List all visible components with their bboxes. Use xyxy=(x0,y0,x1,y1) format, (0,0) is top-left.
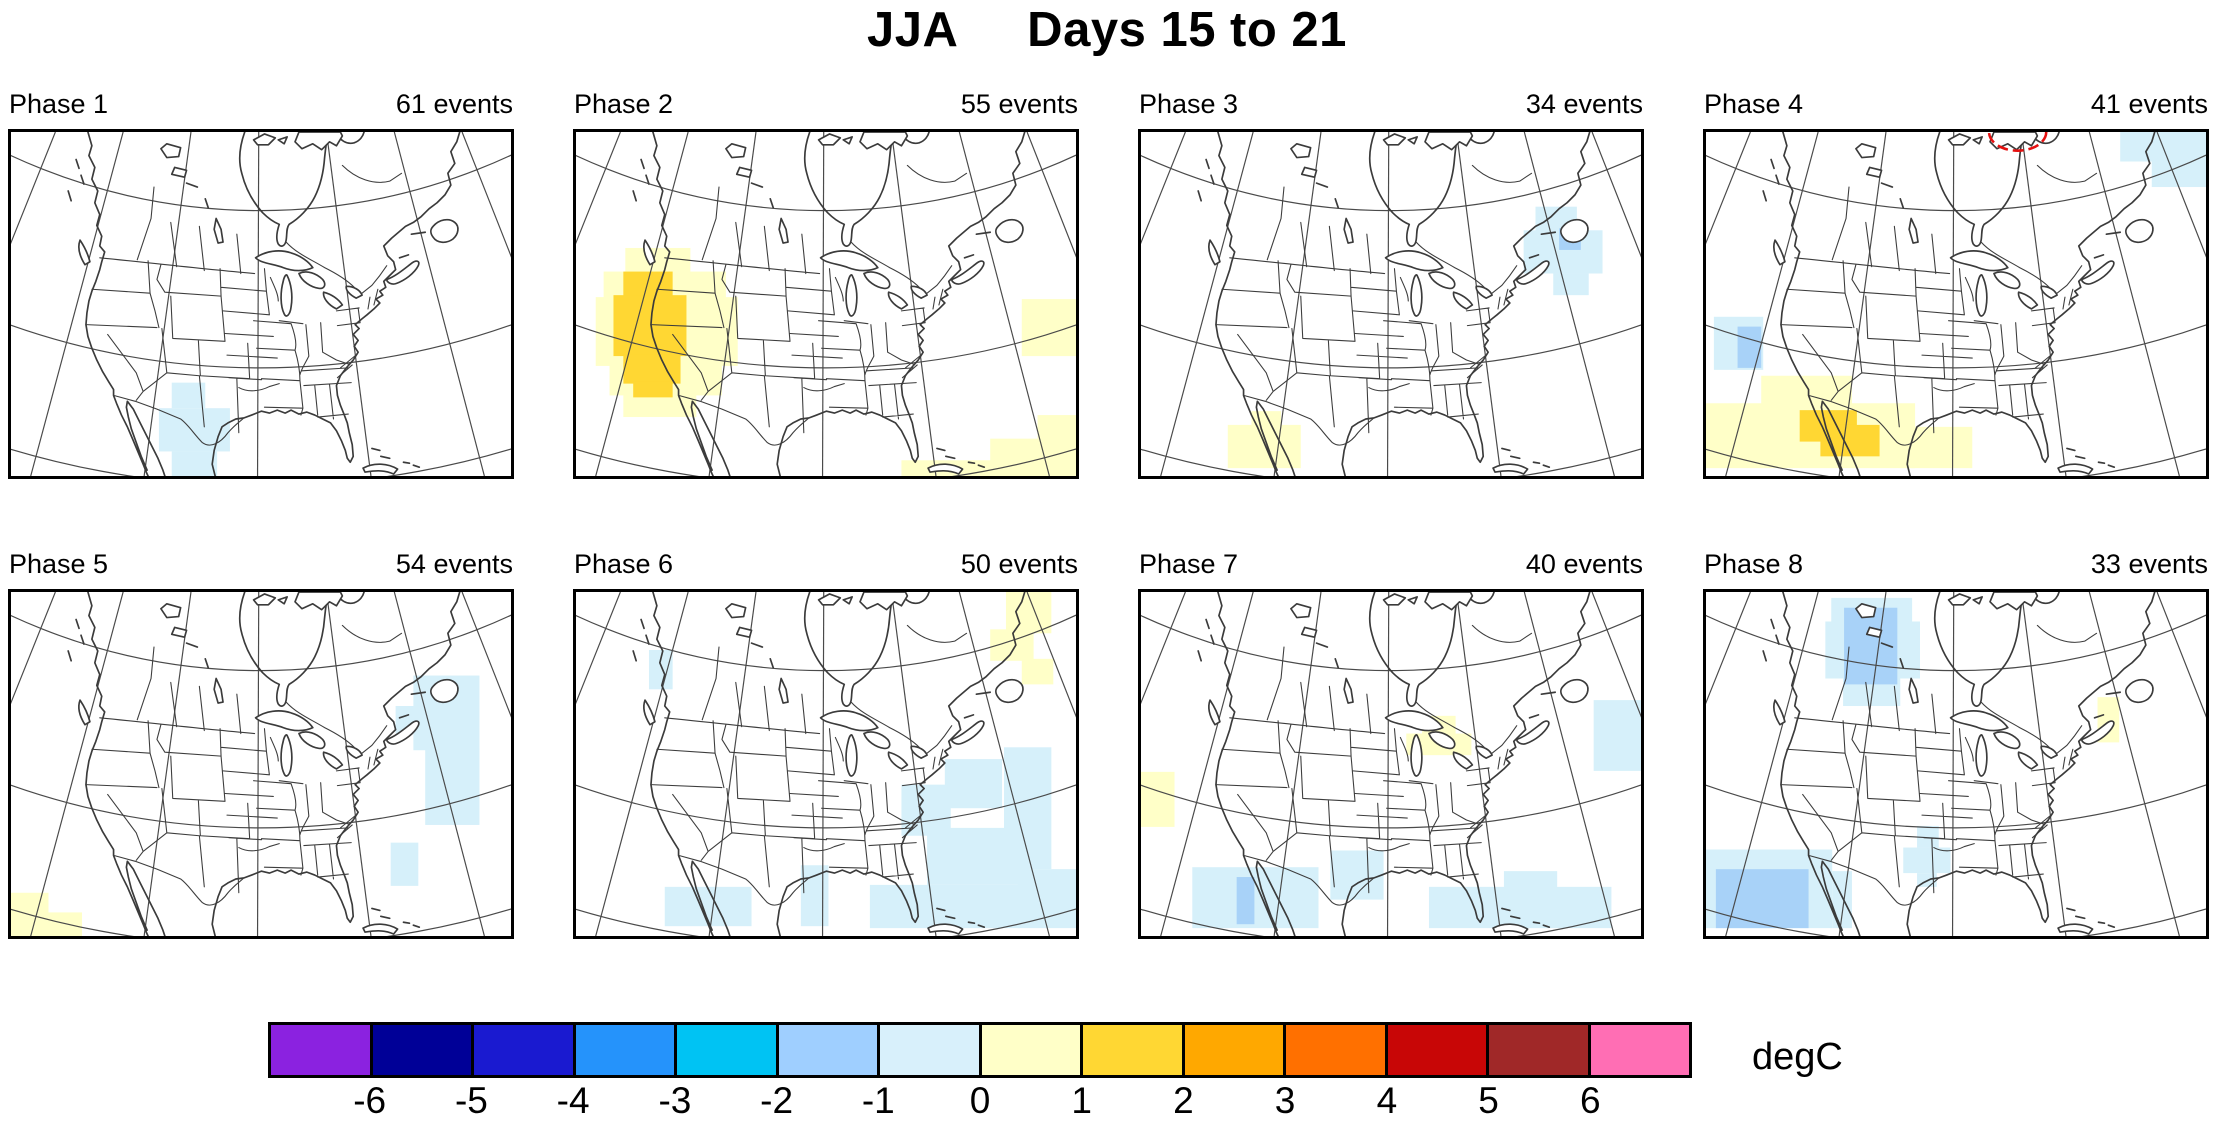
anomaly-patches xyxy=(595,247,1076,476)
panel-phase-2: Phase 2 55 events xyxy=(573,88,1079,479)
colorbar-tick: 2 xyxy=(1173,1080,1194,1121)
colorbar-tick: 5 xyxy=(1478,1080,1499,1121)
anomaly-patches xyxy=(1141,700,1641,929)
colorbar-cell-14 xyxy=(1590,1025,1689,1075)
significance-contour xyxy=(1987,132,2048,152)
colorbar-cell-13 xyxy=(1489,1025,1591,1075)
colorbar-tick: -3 xyxy=(658,1080,692,1121)
colorbar-cell-3 xyxy=(474,1025,576,1075)
colorbar-cell-1 xyxy=(271,1025,373,1075)
colorbar-units-label: degC xyxy=(1752,1036,1843,1078)
colorbar-tick: 4 xyxy=(1376,1080,1398,1121)
map-canvas-phase-3 xyxy=(1138,129,1644,479)
colorbar-tick: -6 xyxy=(353,1080,387,1121)
colorbar-tick: -5 xyxy=(454,1080,488,1121)
colorbar-cell-12 xyxy=(1387,1025,1489,1075)
panel-phase-7: Phase 7 40 events xyxy=(1138,548,1644,939)
colorbar-cell-8 xyxy=(981,1025,1083,1075)
colorbar-tick: -4 xyxy=(556,1080,590,1121)
map-canvas-phase-8 xyxy=(1703,589,2209,939)
phase-label: Phase 3 xyxy=(1139,89,1239,119)
phase-label: Phase 5 xyxy=(9,549,109,579)
events-count: 33 events xyxy=(2090,549,2208,579)
colorbar-tick: 6 xyxy=(1580,1080,1601,1121)
panel-phase-5: Phase 5 54 events xyxy=(8,548,514,939)
map-canvas-phase-6 xyxy=(573,589,1079,939)
events-count: 41 events xyxy=(2090,89,2208,119)
panel-phase-8: Phase 8 33 events xyxy=(1703,548,2209,939)
events-count: 40 events xyxy=(1525,549,1643,579)
anomaly-patches xyxy=(648,592,1076,929)
panel-row-1: Phase 1 61 events Phase 2 55 events xyxy=(8,88,2209,479)
phase-label: Phase 2 xyxy=(574,89,674,119)
panel-phase-6: Phase 6 50 events xyxy=(573,548,1079,939)
colorbar-cell-9 xyxy=(1083,1025,1185,1075)
colorbar-tick: -1 xyxy=(861,1080,895,1121)
events-count: 54 events xyxy=(395,549,513,579)
phase-label: Phase 8 xyxy=(1704,549,1804,579)
colorbar-tick: 1 xyxy=(1071,1080,1092,1121)
map-canvas-phase-5 xyxy=(8,589,514,939)
anomaly-patches xyxy=(11,675,480,936)
map-canvas-phase-7 xyxy=(1138,589,1644,939)
colorbar-cell-4 xyxy=(575,1025,677,1075)
panel-phase-1: Phase 1 61 events xyxy=(8,88,514,479)
colorbar-cell-10 xyxy=(1184,1025,1286,1075)
colorbar-cell-11 xyxy=(1286,1025,1388,1075)
phase-label: Phase 1 xyxy=(9,89,109,119)
colorbar-ticks: -6 -5 -4 -3 -2 -1 0 1 2 3 4 5 6 xyxy=(268,1080,1692,1122)
map-canvas-phase-2 xyxy=(573,129,1079,479)
phase-label: Phase 6 xyxy=(574,549,674,579)
map-canvas-phase-4 xyxy=(1703,129,2209,479)
events-count: 55 events xyxy=(960,89,1078,119)
colorbar-cell-5 xyxy=(677,1025,779,1075)
panel-phase-4: Phase 4 41 events xyxy=(1703,88,2209,479)
events-count: 61 events xyxy=(395,89,513,119)
phase-label: Phase 4 xyxy=(1704,89,1804,119)
anomaly-patches xyxy=(1227,206,1603,469)
anomaly-patches xyxy=(1706,132,2206,469)
anomaly-patches xyxy=(1706,597,2120,929)
events-count: 34 events xyxy=(1525,89,1643,119)
panel-phase-3: Phase 3 34 events xyxy=(1138,88,1644,479)
colorbar-tick: -2 xyxy=(760,1080,794,1121)
colorbar-cell-2 xyxy=(372,1025,474,1075)
colorbar-cell-7 xyxy=(880,1025,982,1075)
colorbar-tick: 3 xyxy=(1274,1080,1296,1121)
colorbar-cell-6 xyxy=(778,1025,880,1075)
phase-label: Phase 7 xyxy=(1139,549,1239,579)
events-count: 50 events xyxy=(960,549,1078,579)
colorbar xyxy=(268,1022,1692,1078)
map-canvas-phase-1 xyxy=(8,129,514,479)
colorbar-tick: 0 xyxy=(969,1080,991,1121)
figure-title: JJA Days 15 to 21 xyxy=(867,3,1347,57)
panel-row-2: Phase 5 54 events xyxy=(8,548,2209,939)
anomaly-patches xyxy=(158,382,230,476)
